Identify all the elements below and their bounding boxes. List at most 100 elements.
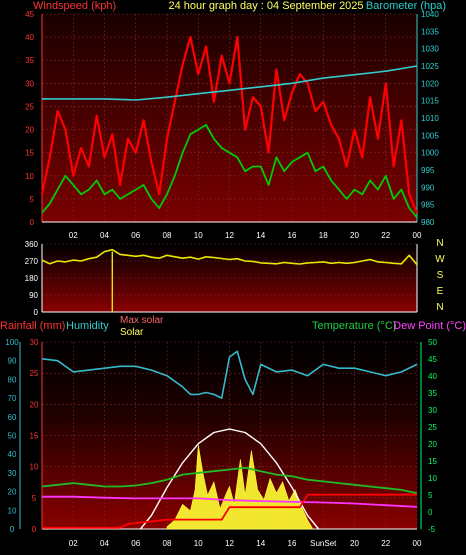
barometer-tick-label: 1020 [421, 79, 439, 88]
grid-lines [42, 13, 418, 530]
barometer-tick-label: 1040 [421, 10, 439, 19]
humidity-line [41, 350, 418, 399]
humidity-tick-label: 80 [8, 375, 17, 384]
wind-x-tick-label: 06 [131, 231, 140, 240]
temperature-tick-label: 5 [428, 491, 433, 500]
humidity-tick-label: 60 [8, 413, 17, 422]
barometer-tick-label: 995 [421, 166, 435, 175]
wind-x-tick-label: 18 [319, 231, 328, 240]
barometer-axis-title: Barometer (hpa) [366, 0, 446, 12]
compass-label: S [437, 270, 444, 281]
barometer-tick-label: 1000 [421, 149, 439, 158]
temperature-tick-label: 50 [428, 338, 437, 347]
humidity-tick-label: 40 [8, 450, 17, 459]
wind-tick-label: 5 [30, 195, 35, 204]
temperature-tick-label: 45 [428, 355, 437, 364]
wind-x-tick-label: 00 [413, 231, 422, 240]
wind-tick-label: 40 [25, 33, 34, 42]
wind-x-tick-label: 02 [69, 231, 78, 240]
direction-tick-label: 90 [29, 291, 38, 300]
rain-tick-label: 30 [30, 338, 39, 347]
barometer-tick-label: 980 [421, 218, 435, 227]
bottom-x-tick-label: 08 [163, 539, 172, 548]
bottom-x-tick-label: 16 [288, 539, 297, 548]
bottom-x-tick-label: 20 [350, 539, 359, 548]
temperature-tick-label: 0 [428, 508, 433, 517]
legend-max-solar: Max solar [120, 315, 164, 326]
bottom-x-tick-label: 12 [225, 539, 234, 548]
legend-dewpoint: Dew Point (°C) [393, 320, 466, 332]
wind-direction-line [41, 248, 418, 266]
temperature-line [41, 466, 418, 495]
chart-title: 24 hour graph day : 04 September 2025 [168, 0, 363, 12]
barometer-tick-label: 1035 [421, 27, 439, 36]
legend-rainfall: Rainfall (mm) [0, 320, 65, 332]
compass-label: N [436, 238, 443, 249]
barometer-tick-label: 985 [421, 201, 435, 210]
temperature-tick-label: 25 [428, 423, 437, 432]
max-solar-curve [139, 428, 320, 530]
humidity-tick-label: 70 [8, 394, 17, 403]
rainfall-line [42, 493, 417, 529]
wind-tick-label: 35 [25, 56, 34, 65]
humidity-tick-label: 50 [8, 432, 17, 441]
barometer-tick-label: 1005 [421, 131, 439, 140]
legend-humidity: Humidity [66, 320, 109, 332]
legend-solar: Solar [120, 327, 144, 338]
humidity-tick-label: 100 [5, 338, 19, 347]
humidity-tick-label: 30 [8, 469, 17, 478]
bottom-x-tick-label: 06 [131, 539, 140, 548]
bottom-x-tick-label: 22 [381, 539, 390, 548]
bottom-x-tick-label: 04 [100, 539, 109, 548]
temperature-tick-label: 35 [428, 389, 437, 398]
barometer-tick-label: 1025 [421, 62, 439, 71]
direction-tick-label: 360 [25, 240, 39, 249]
bottom-x-tick-label: 00 [413, 539, 422, 548]
wind-tick-label: 15 [25, 149, 34, 158]
wind-tick-label: 45 [25, 10, 34, 19]
temperature-tick-label: 10 [428, 474, 437, 483]
wind-tick-label: 20 [25, 126, 34, 135]
wind-x-tick-label: 20 [350, 231, 359, 240]
compass-label: E [437, 286, 444, 297]
bottom-x-tick-label: SunSet [310, 539, 337, 548]
bottom-x-tick-label: 02 [69, 539, 78, 548]
barometer-tick-label: 1010 [421, 114, 439, 123]
wind-tick-label: 25 [25, 102, 34, 111]
rain-tick-label: 10 [30, 463, 39, 472]
wind-x-tick-label: 04 [100, 231, 109, 240]
direction-tick-label: 270 [25, 257, 39, 266]
barometer-tick-label: 990 [421, 183, 435, 192]
wind-x-tick-label: 16 [288, 231, 297, 240]
axis-labels: 0510152025303540459809859909951000100510… [5, 10, 439, 548]
dewpoint-line [42, 495, 418, 508]
compass-label: N [436, 302, 443, 313]
data-series [40, 35, 419, 530]
temperature-tick-label: 30 [428, 406, 437, 415]
bottom-x-tick-label: 14 [256, 539, 265, 548]
direction-tick-label: 180 [25, 274, 39, 283]
barometer-tick-label: 1015 [421, 97, 439, 106]
humidity-tick-label: 10 [8, 506, 17, 515]
rain-tick-label: 0 [32, 525, 37, 534]
barometer-tick-label: 1030 [421, 45, 439, 54]
wind-average-line [41, 124, 418, 218]
wind-tick-label: 10 [25, 172, 34, 181]
rain-tick-label: 5 [32, 494, 37, 503]
wind-x-tick-label: 12 [225, 231, 234, 240]
rain-tick-label: 20 [30, 400, 39, 409]
wind-tick-label: 30 [25, 79, 34, 88]
wind-axis-title: Windspeed (kph) [33, 0, 116, 12]
direction-tick-label: 0 [34, 308, 39, 317]
rain-tick-label: 15 [30, 432, 39, 441]
wind-x-tick-label: 14 [256, 231, 265, 240]
wind-tick-label: 0 [30, 218, 35, 227]
humidity-tick-label: 0 [10, 525, 15, 534]
temperature-tick-label: 40 [428, 372, 437, 381]
temperature-tick-label: 15 [428, 457, 437, 466]
wind-x-tick-label: 22 [381, 231, 390, 240]
temperature-tick-label: 20 [428, 440, 437, 449]
rain-tick-label: 25 [30, 369, 39, 378]
barometer-line [42, 65, 418, 101]
